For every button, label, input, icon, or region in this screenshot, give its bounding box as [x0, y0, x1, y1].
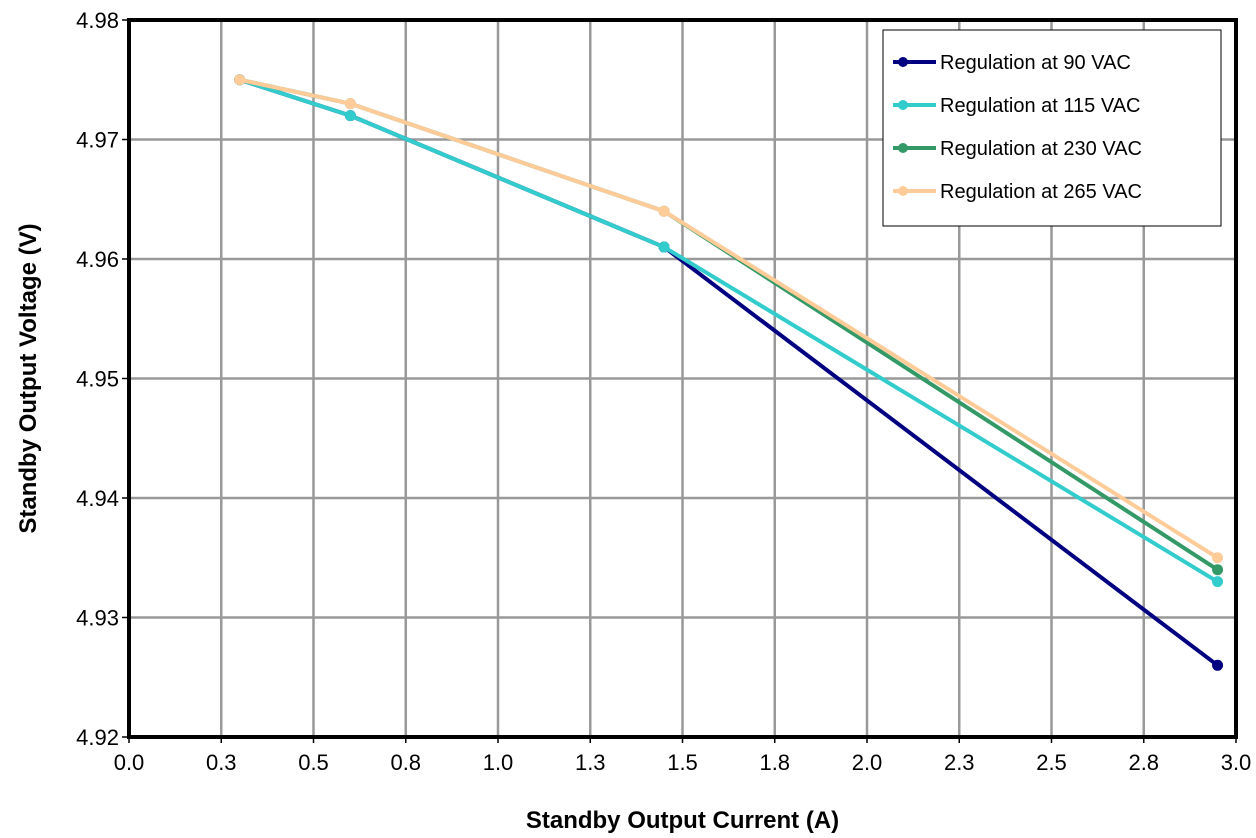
y-tick-label: 4.96 — [76, 247, 119, 272]
legend-box — [882, 29, 1222, 227]
x-tick-label: 2.5 — [1036, 750, 1067, 775]
x-tick-label: 0.3 — [206, 750, 237, 775]
data-point — [1212, 659, 1224, 671]
y-tick-label: 4.95 — [76, 367, 119, 392]
legend-swatch-marker — [898, 186, 908, 196]
legend-entry: Regulation at 90 VAC — [893, 52, 1131, 74]
data-point — [658, 205, 670, 217]
series-line — [239, 77, 1219, 560]
legend-entry: Regulation at 115 VAC — [893, 95, 1141, 117]
x-axis-ticks: 0.0 0.3 0.5 0.8 1.0 1.3 1.5 1.8 2.0 2.3 2.5 2.8 3.0 — [114, 737, 1252, 775]
data-point — [234, 74, 246, 86]
data-point — [344, 98, 356, 110]
x-axis-title: Standby Output Current (A) — [526, 807, 839, 834]
data-point — [658, 241, 670, 253]
legend-label: Regulation at 265 VAC — [940, 181, 1142, 203]
legend-label: Regulation at 90 VAC — [940, 52, 1131, 74]
y-axis-ticks: 4.92 4.93 4.94 4.95 4.96 4.97 4.98 — [76, 8, 129, 750]
legend-swatch-marker — [898, 100, 908, 110]
y-tick-label: 4.92 — [76, 725, 119, 750]
y-tick-label: 4.98 — [76, 8, 119, 33]
data-point — [344, 110, 356, 122]
data-point — [1212, 564, 1224, 576]
x-tick-label: 1.3 — [575, 750, 606, 775]
y-tick-label: 4.97 — [76, 128, 119, 153]
legend-swatch-marker — [898, 57, 908, 67]
x-tick-label: 3.0 — [1221, 750, 1252, 775]
x-tick-label: 2.3 — [944, 750, 975, 775]
x-tick-label: 0.8 — [390, 750, 421, 775]
legend-label: Regulation at 115 VAC — [940, 95, 1141, 117]
x-tick-label: 1.8 — [759, 750, 790, 775]
legend-label: Regulation at 230 VAC — [940, 138, 1142, 160]
data-point — [1212, 552, 1224, 564]
x-tick-label: 0.5 — [298, 750, 329, 775]
x-tick-label: 2.8 — [1128, 750, 1159, 775]
series-layer — [234, 74, 1224, 671]
legend-swatch-marker — [898, 143, 908, 153]
x-tick-label: 1.5 — [667, 750, 698, 775]
y-tick-label: 4.93 — [76, 606, 119, 631]
x-tick-label: 2.0 — [852, 750, 883, 775]
y-axis-title: Standby Output Voltage (V) — [15, 223, 42, 533]
x-tick-label: 1.0 — [483, 750, 514, 775]
legend-entry: Regulation at 265 VAC — [893, 181, 1142, 203]
y-tick-label: 4.94 — [76, 486, 119, 511]
legend-entry: Regulation at 230 VAC — [893, 138, 1142, 160]
data-point — [1212, 576, 1224, 588]
legend: Regulation at 90 VAC Regulation at 115 VA… — [882, 29, 1222, 227]
series-4 — [234, 74, 1224, 564]
series-line — [239, 77, 1219, 584]
x-tick-label: 0.0 — [114, 750, 145, 775]
